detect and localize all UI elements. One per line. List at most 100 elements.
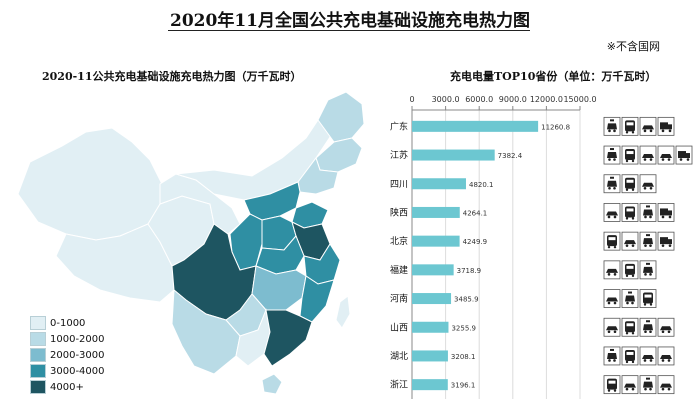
bar-chart: 0 3000.0 6000.0 9000.0 12000.0 15000.0 广东 11260… — [374, 84, 700, 400]
data-label: 3485.9 — [454, 296, 479, 304]
bus-icon — [639, 289, 657, 308]
car-icon — [621, 231, 639, 251]
taxi-icon — [621, 289, 639, 308]
legend-item: 2000-3000 — [30, 347, 105, 363]
car-icon — [657, 317, 675, 337]
bus-icon — [621, 116, 639, 136]
category-label: 北京 — [390, 235, 408, 247]
category-label: 浙江 — [390, 379, 408, 391]
data-label: 4249.9 — [463, 238, 488, 246]
data-label: 3718.9 — [457, 267, 482, 275]
car-icon — [603, 260, 621, 280]
bar — [412, 235, 460, 247]
taxi-icon — [639, 260, 657, 280]
bar — [412, 149, 495, 161]
car-icon — [603, 317, 621, 337]
taxi-icon — [639, 317, 657, 337]
category-label: 山西 — [390, 322, 408, 333]
legend-label: 0-1000 — [50, 317, 86, 329]
region-neimenggu — [175, 119, 333, 201]
legend-item: 3000-4000 — [30, 363, 105, 379]
car-icon — [621, 375, 639, 395]
taxi-icon — [603, 145, 621, 165]
legend-item: 1000-2000 — [30, 331, 105, 347]
data-label: 3255.9 — [451, 324, 476, 332]
car-icon — [657, 346, 675, 366]
region-liaoning — [297, 156, 339, 195]
bar-chart-title: 充电电量TOP10省份（单位：万千瓦时） — [450, 70, 657, 83]
bar — [412, 293, 452, 305]
bus-icon — [621, 203, 639, 222]
region-guangdong — [263, 309, 313, 367]
car-icon — [639, 174, 657, 194]
car-icon — [639, 346, 657, 366]
bus-icon — [603, 231, 621, 251]
taxi-icon — [603, 116, 621, 136]
bus-icon — [621, 317, 639, 337]
category-label: 福建 — [390, 264, 408, 276]
bar — [412, 350, 448, 362]
legend-swatch — [30, 364, 46, 378]
truck-icon — [657, 203, 675, 222]
region-xinjiang — [17, 127, 163, 241]
x-tick-label: 9000.0 — [499, 95, 527, 104]
map-legend: 0-1000 1000-2000 2000-3000 3000-4000 400… — [30, 315, 105, 395]
car-icon — [657, 375, 675, 395]
title-underline — [168, 30, 530, 31]
region-shandong — [291, 201, 329, 229]
data-label: 11260.8 — [541, 123, 570, 131]
x-tick-label: 12000.0 — [530, 95, 563, 104]
car-icon — [603, 203, 621, 222]
category-label: 陕西 — [390, 206, 408, 218]
car-icon — [603, 289, 621, 308]
heat-map — [0, 84, 372, 400]
bar — [412, 206, 460, 218]
x-tick-label: 3000.0 — [432, 95, 460, 104]
x-tick-label: 0 — [409, 95, 414, 104]
region-hainan — [261, 373, 283, 395]
region-fujian — [299, 275, 335, 323]
bar — [412, 178, 466, 190]
taxi-icon — [639, 203, 657, 222]
truck-icon — [675, 145, 693, 165]
bus-icon — [621, 260, 639, 280]
china-map — [17, 91, 365, 395]
legend-label: 4000+ — [50, 381, 84, 393]
bar — [412, 379, 448, 391]
bar-chart-svg: 0 3000.0 6000.0 9000.0 12000.0 15000.0 广东 11260… — [390, 95, 693, 399]
page-title: 2020年11月全国公共充电基础设施充电热力图 — [170, 11, 530, 31]
legend-swatch — [30, 332, 46, 346]
map-title: 2020-11公共充电基础设施充电热力图（万千瓦时） — [42, 70, 302, 83]
legend-item: 4000+ — [30, 379, 105, 395]
taxi-icon — [639, 231, 657, 251]
category-label: 江苏 — [390, 149, 408, 161]
bar — [412, 321, 449, 333]
truck-icon — [657, 116, 675, 136]
exclusion-note: ※不含国网 — [606, 40, 660, 53]
data-label: 3196.1 — [451, 382, 476, 390]
legend-label: 2000-3000 — [50, 349, 105, 361]
taxi-icon — [603, 174, 621, 194]
bar — [412, 264, 454, 276]
truck-icon — [657, 231, 675, 251]
x-tick-label: 6000.0 — [465, 95, 493, 104]
legend-swatch — [30, 316, 46, 330]
car-icon — [639, 116, 657, 136]
legend-swatch — [30, 380, 46, 394]
bar — [412, 120, 539, 132]
legend-label: 3000-4000 — [50, 365, 105, 377]
bus-icon — [603, 375, 621, 395]
category-label: 湖北 — [390, 351, 408, 362]
data-label: 4264.1 — [463, 209, 488, 217]
legend-item: 0-1000 — [30, 315, 105, 331]
x-tick-label: 15000.0 — [563, 95, 596, 104]
data-label: 7382.4 — [498, 152, 523, 160]
category-label: 四川 — [390, 180, 408, 190]
car-icon — [639, 145, 657, 165]
legend-swatch — [30, 348, 46, 362]
data-label: 4820.1 — [469, 181, 494, 189]
bus-icon — [621, 346, 639, 366]
taxi-icon — [639, 375, 657, 395]
category-label: 河南 — [390, 293, 408, 305]
